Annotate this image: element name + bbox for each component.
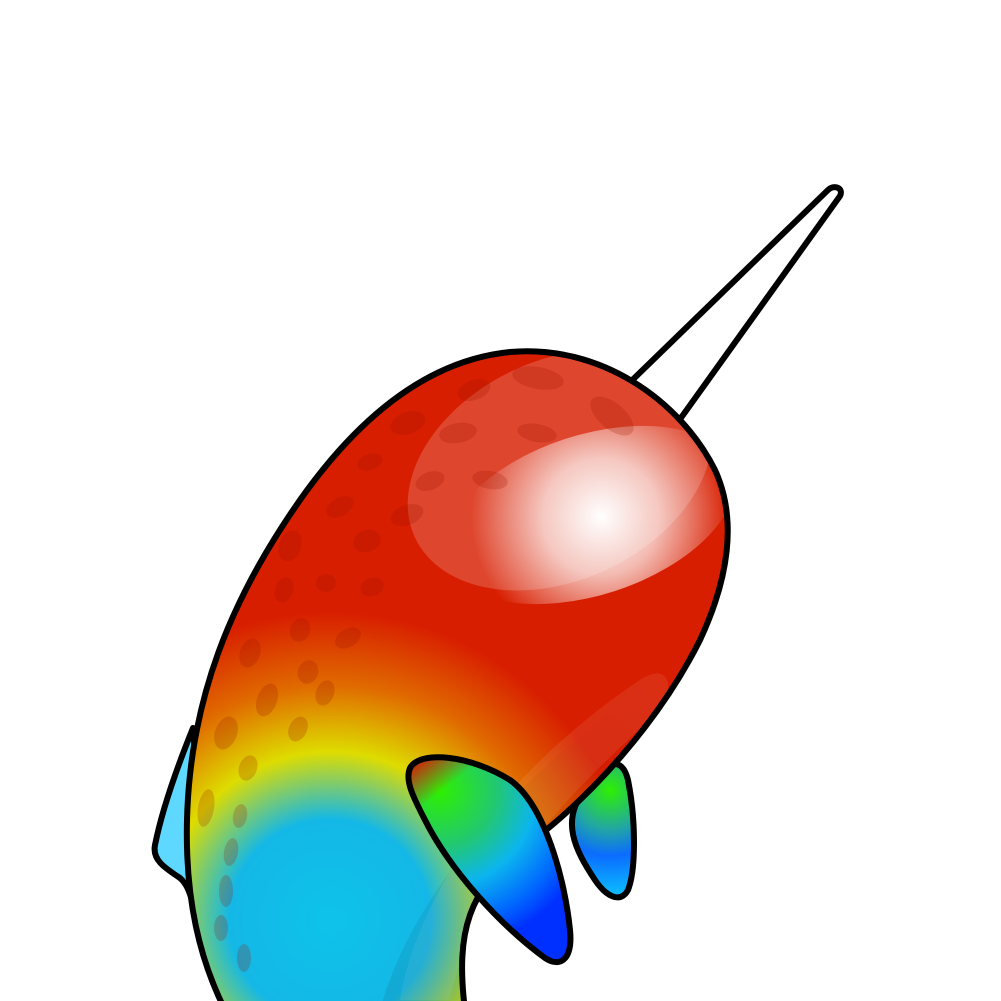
front-fin (405, 754, 574, 966)
rear-fin (568, 761, 637, 901)
body-spots (197, 366, 634, 972)
tusk (617, 184, 844, 439)
